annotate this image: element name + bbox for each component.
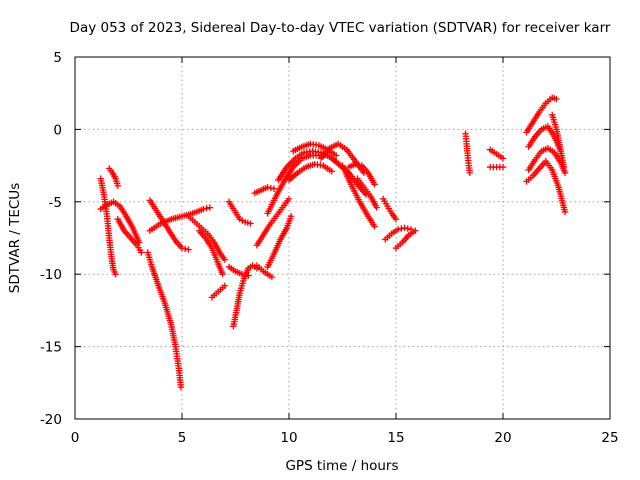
data-point <box>373 204 380 211</box>
series-arc-32 <box>486 163 507 171</box>
series-arc-36 <box>523 158 569 216</box>
x-axis-label: GPS time / hours <box>285 458 398 474</box>
plot-frame <box>74 56 611 420</box>
series-arc-5 <box>144 249 185 391</box>
data-point <box>264 184 271 191</box>
data-point <box>287 213 295 220</box>
y-tick-label: -15 <box>40 340 62 356</box>
series-arc-29 <box>392 227 419 252</box>
series-arc-31 <box>486 146 507 162</box>
data-point <box>219 271 226 278</box>
data-point <box>332 152 340 159</box>
chart-title: Day 053 of 2023, Sidereal Day-to-day VTE… <box>70 20 611 36</box>
x-tick-label: 0 <box>71 430 80 446</box>
data-point <box>499 163 507 171</box>
series-arc-27 <box>379 195 400 223</box>
series-arc-24 <box>339 162 378 230</box>
data-point <box>561 208 569 216</box>
series-arc-2 <box>106 165 121 190</box>
data-point <box>221 256 228 263</box>
series-arc-14 <box>251 184 278 197</box>
series-arc-9 <box>195 227 226 278</box>
y-tick-label: -20 <box>40 412 62 428</box>
data-point <box>561 169 569 177</box>
data-point <box>112 271 119 278</box>
data-point <box>200 205 207 213</box>
y-tick-label: 0 <box>53 122 62 138</box>
data-point <box>182 245 189 253</box>
x-tick-label: 20 <box>494 430 511 446</box>
data-point <box>247 220 254 227</box>
data-point <box>398 225 405 232</box>
data-point <box>245 272 252 279</box>
x-tick-label: 5 <box>178 430 187 446</box>
y-tick-labels: -20 -15 -10 -5 0 5 <box>40 50 62 428</box>
tick-marks <box>74 56 611 420</box>
grid-lines <box>75 57 610 419</box>
series-arc-25 <box>345 160 378 188</box>
data-point <box>138 249 145 256</box>
series-arc-4 <box>114 215 145 256</box>
data-point <box>466 169 474 177</box>
data-point <box>352 160 359 168</box>
data-point <box>203 205 210 212</box>
data-point <box>392 215 400 223</box>
y-tick-label: -10 <box>40 267 62 283</box>
series-arc-11 <box>225 198 254 227</box>
data-point <box>412 227 419 234</box>
data-point <box>328 168 335 175</box>
series-arc-19 <box>275 147 340 184</box>
series-arc-30 <box>462 130 474 177</box>
series-arc-26 <box>354 175 380 211</box>
data-point <box>206 204 214 211</box>
series-arc-28 <box>382 224 415 243</box>
series-arc-18 <box>264 152 323 217</box>
data-point <box>394 226 402 233</box>
data-point <box>499 155 507 162</box>
series-arc-3 <box>97 198 143 246</box>
data-point <box>285 195 293 203</box>
data-point <box>268 273 276 281</box>
data-point <box>401 224 408 232</box>
data-point <box>404 225 411 232</box>
series-arc-6 <box>146 197 192 253</box>
data-point <box>267 184 275 192</box>
series-arc-15 <box>253 195 293 249</box>
data-point <box>553 95 560 103</box>
y-tick-label: 5 <box>53 50 62 66</box>
data-point <box>355 161 362 169</box>
series-arc-16 <box>253 262 276 281</box>
x-tick-labels: 0 5 10 15 20 25 <box>71 430 619 446</box>
data-point <box>560 163 568 171</box>
data-point <box>177 383 185 391</box>
data-point <box>371 223 378 230</box>
data-point <box>178 244 186 252</box>
y-tick-label: -5 <box>49 195 62 211</box>
series-arc-13 <box>225 263 252 279</box>
x-tick-label: 25 <box>601 430 618 446</box>
x-tick-label: 10 <box>280 430 297 446</box>
series-arc-20 <box>285 160 335 184</box>
data-point <box>238 271 246 278</box>
data-point <box>185 246 192 253</box>
data-point <box>270 185 278 192</box>
series-arc-1 <box>97 175 119 278</box>
data-point <box>371 181 378 188</box>
series-arc-37 <box>549 111 568 171</box>
data-point <box>221 282 228 289</box>
data-point <box>114 182 121 190</box>
series-arc-17 <box>264 213 295 271</box>
y-axis-label: SDTVAR / TECUs <box>7 183 23 293</box>
data-point <box>241 271 249 279</box>
series-arc-10 <box>208 282 228 301</box>
series-arc-33 <box>523 94 560 136</box>
x-tick-label: 15 <box>387 430 404 446</box>
series-arc-8 <box>185 213 228 263</box>
data-points <box>97 94 569 391</box>
